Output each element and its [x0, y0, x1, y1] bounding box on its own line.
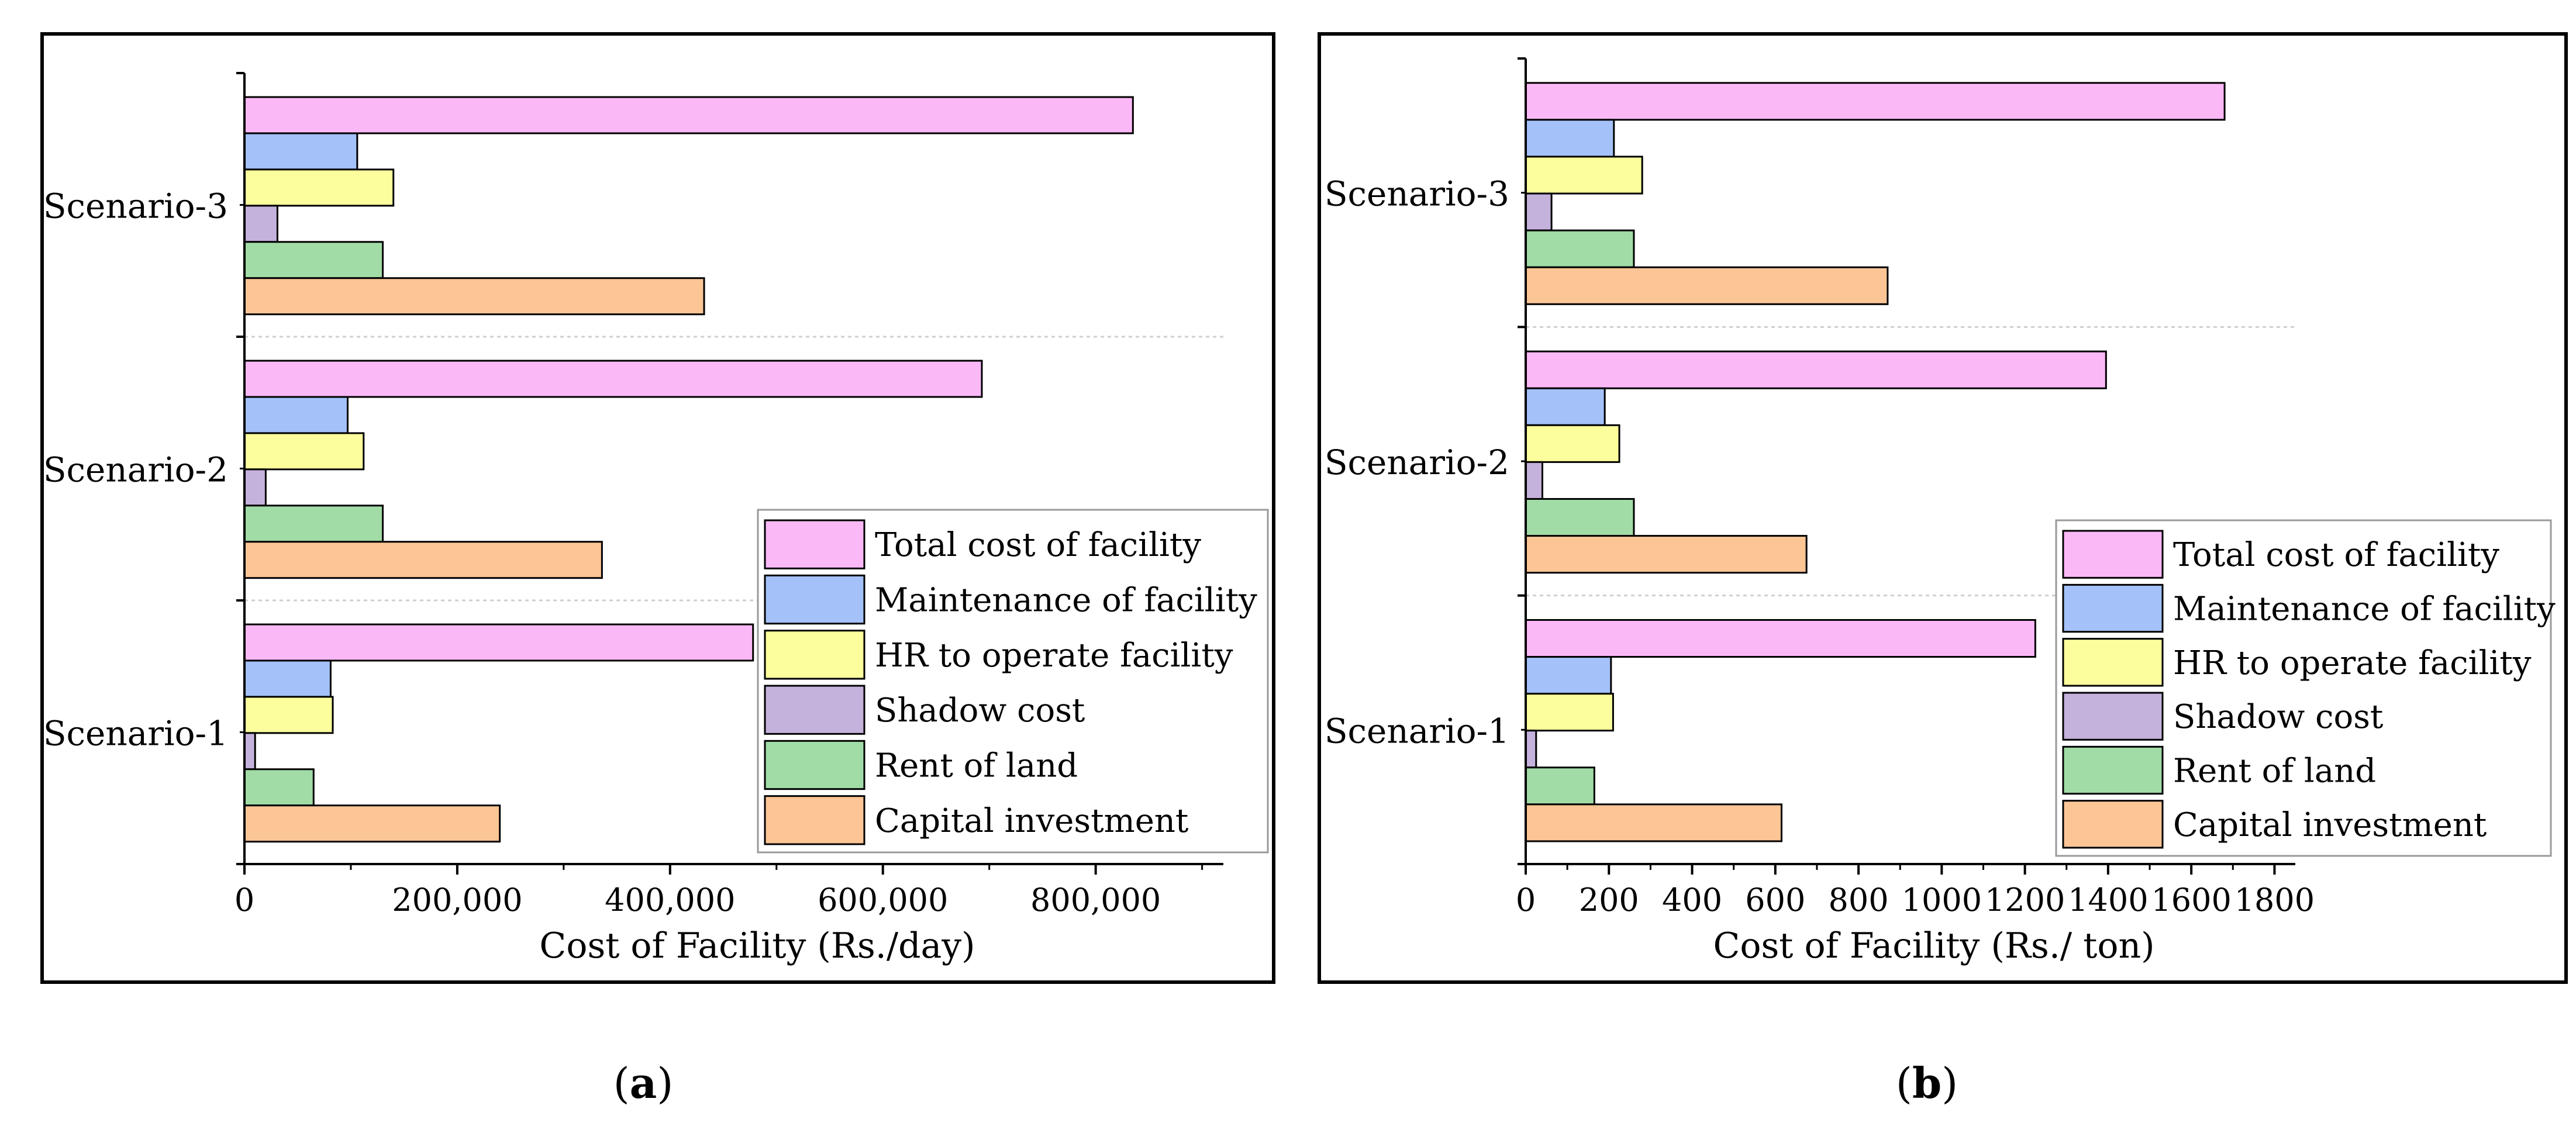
chart-b-legend-swatch [2062, 692, 2164, 741]
chart-a-bar-scenario-1-total-cost-of-facility [243, 623, 754, 662]
chart-b-category-label: Scenario-3 [1325, 174, 1509, 214]
chart-b-x-tick-label: 1200 [1985, 882, 2065, 918]
chart-a-legend-swatch [764, 685, 865, 735]
chart-b-category-label: Scenario-1 [1325, 711, 1509, 751]
chart-b-bar-scenario-3-shadow-cost [1525, 192, 1553, 232]
caption-b: (b) [1895, 1058, 1958, 1108]
chart-a-legend-label: HR to operate facility [875, 637, 1233, 675]
chart-b-legend-label: HR to operate facility [2173, 644, 2532, 682]
chart-a-legend-label: Shadow cost [875, 692, 1085, 730]
chart-b: Scenario-1 Scenario-2 Scenario-3 0 200 400 600… [1318, 32, 2568, 984]
chart-a-legend-swatch [764, 630, 865, 680]
chart-a-category-label: Scenario-1 [43, 714, 228, 754]
chart-a-bar-scenario-2-hr-to-operate-facility [243, 432, 365, 471]
chart-a-x-tick-label: 800,000 [1030, 882, 1161, 918]
chart-b-bar-scenario-1-shadow-cost [1525, 730, 1537, 769]
chart-a-frame [40, 32, 1275, 984]
chart-a-legend-swatch [764, 740, 865, 790]
chart-a-bar-scenario-2-capital-investment [243, 541, 603, 579]
chart-b-bar-scenario-1-hr-to-operate-facility [1525, 693, 1614, 732]
chart-a-bar-scenario-3-shadow-cost [243, 205, 278, 243]
chart-b-bar-scenario-2-maintenance-of-facility [1525, 387, 1606, 426]
chart-a-x-tick-label: 0 [235, 882, 254, 918]
chart-a-plot: Scenario-1 Scenario-2 Scenario-3 0 200,000 40… [43, 72, 1269, 966]
chart-a-category-label: Scenario-2 [43, 450, 228, 490]
chart-b-bar-scenario-2-hr-to-operate-facility [1525, 424, 1620, 463]
chart-a-legend-label: Maintenance of facility [875, 582, 1257, 620]
chart-b-bar-scenario-1-total-cost-of-facility [1525, 619, 2036, 658]
chart-b-x-tick-label: 1000 [1902, 882, 1982, 918]
chart-a-x-axis-label: Cost of Facility (Rs./day) [539, 925, 975, 966]
chart-a-legend-swatch [764, 795, 865, 845]
chart-b-bar-scenario-3-total-cost-of-facility [1525, 82, 2226, 121]
chart-a-bar-scenario-1-rent-of-land [243, 768, 315, 807]
chart-b-legend-label: Shadow cost [2173, 698, 2384, 736]
chart-b-x-axis-label: Cost of Facility (Rs./ ton) [1713, 925, 2154, 966]
chart-a-bar-scenario-3-total-cost-of-facility [243, 96, 1134, 134]
chart-b-bar-scenario-2-rent-of-land [1525, 498, 1635, 537]
chart-b-bar-scenario-2-capital-investment [1525, 535, 1808, 574]
chart-a-category-label: Scenario-3 [43, 186, 228, 226]
caption-a: (a) [613, 1058, 674, 1108]
chart-b-legend-label: Capital investment [2173, 806, 2487, 844]
chart-a-bar-scenario-2-maintenance-of-facility [243, 396, 349, 434]
chart-a-bar-scenario-2-total-cost-of-facility [243, 360, 983, 398]
chart-a-bar-scenario-3-maintenance-of-facility [243, 132, 358, 171]
chart-a-x-tick-label: 400,000 [605, 882, 735, 918]
chart-b-legend-swatch [2062, 638, 2164, 687]
chart-b-bar-scenario-1-rent-of-land [1525, 766, 1595, 806]
chart-b-x-tick-label: 800 [1829, 882, 1889, 918]
chart-b-legend-label: Maintenance of facility [2173, 590, 2556, 628]
chart-b-x-tick-label: 1800 [2234, 882, 2315, 918]
chart-a: Scenario-1 Scenario-2 Scenario-3 0 200,000 40… [40, 32, 1275, 984]
chart-a-legend-swatch [764, 519, 865, 569]
chart-a-bar-scenario-1-shadow-cost [243, 732, 256, 771]
chart-a-legend-label: Capital investment [875, 802, 1189, 840]
chart-a-x-tick-label: 200,000 [392, 882, 522, 918]
chart-a-bar-scenario-2-shadow-cost [243, 468, 267, 507]
chart-b-bar-scenario-2-shadow-cost [1525, 461, 1543, 500]
chart-b-x-tick-label: 400 [1662, 882, 1722, 918]
chart-b-plot: Scenario-1 Scenario-2 Scenario-3 0 200 400 600… [1325, 57, 2556, 966]
chart-a-legend-label: Rent of land [875, 747, 1078, 785]
chart-a-bar-scenario-2-rent-of-land [243, 505, 384, 543]
chart-b-legend-swatch [2062, 530, 2164, 579]
chart-a-legend-label: Total cost of facility [875, 526, 1201, 564]
chart-a-bar-scenario-1-capital-investment [243, 804, 501, 843]
chart-b-x-tick-label: 200 [1579, 882, 1639, 918]
chart-b-legend-label: Rent of land [2173, 752, 2376, 790]
chart-b-legend-label: Total cost of facility [2173, 536, 2499, 574]
chart-a-bar-scenario-3-capital-investment [243, 277, 705, 316]
chart-b-legend-swatch [2062, 745, 2164, 795]
chart-b-bar-scenario-1-maintenance-of-facility [1525, 656, 1612, 695]
chart-a-bar-scenario-3-hr-to-operate-facility [243, 168, 395, 207]
chart-a-x-tick-label: 600,000 [818, 882, 948, 918]
chart-b-bar-scenario-2-total-cost-of-facility [1525, 350, 2107, 389]
caption-a-letter: a [629, 1058, 657, 1108]
chart-a-legend-swatch [764, 574, 865, 625]
chart-b-bar-scenario-1-capital-investment [1525, 803, 1782, 842]
chart-b-bar-scenario-3-maintenance-of-facility [1525, 119, 1615, 158]
chart-b-x-tick-label: 1600 [2151, 882, 2231, 918]
chart-b-frame [1318, 32, 2568, 984]
chart-b-legend-swatch [2062, 800, 2164, 849]
chart-b-x-tick-label: 600 [1745, 882, 1805, 918]
caption-b-letter: b [1912, 1058, 1942, 1108]
chart-a-bar-scenario-1-hr-to-operate-facility [243, 696, 334, 734]
chart-b-x-tick-label: 0 [1516, 882, 1536, 918]
chart-b-x-tick-label: 1400 [2068, 882, 2148, 918]
chart-b-legend-swatch [2062, 583, 2164, 633]
chart-b-category-label: Scenario-2 [1325, 443, 1509, 482]
chart-b-bar-scenario-3-capital-investment [1525, 266, 1889, 305]
chart-a-bar-scenario-1-maintenance-of-facility [243, 659, 332, 698]
chart-b-bar-scenario-3-rent-of-land [1525, 229, 1635, 268]
chart-a-bar-scenario-3-rent-of-land [243, 241, 384, 279]
chart-b-bar-scenario-3-hr-to-operate-facility [1525, 156, 1643, 195]
